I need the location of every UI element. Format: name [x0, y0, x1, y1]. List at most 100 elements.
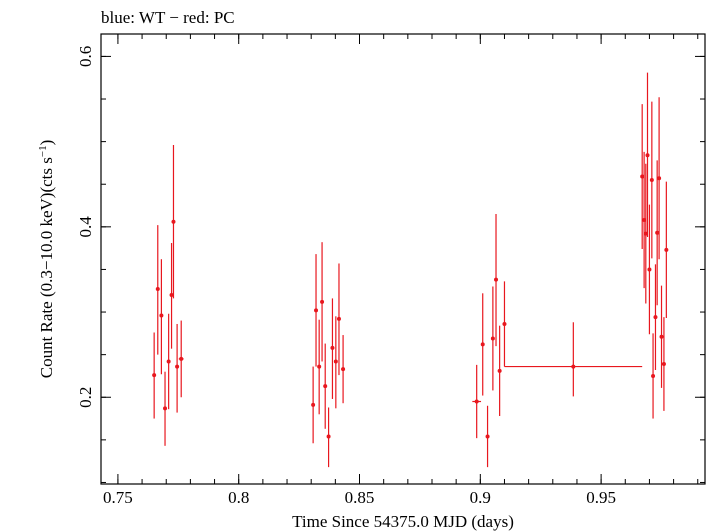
data-point: [664, 181, 669, 319]
data-point: [311, 366, 316, 444]
data-point: [490, 286, 495, 391]
data-marker: [336, 316, 341, 321]
x-tick-label: 0.9: [470, 488, 491, 507]
y-axis-label: Count Rate (0.3−10.0 keV)(cts s−1): [37, 140, 56, 379]
data-marker: [490, 336, 495, 341]
data-point: [657, 97, 662, 260]
data-point: [504, 322, 643, 397]
data-point: [645, 72, 650, 238]
data-marker: [333, 359, 338, 364]
y-axis-label-close: ): [37, 140, 56, 146]
data-point: [341, 335, 346, 404]
data-marker: [330, 345, 335, 350]
data-marker: [163, 406, 168, 411]
y-tick-label: 0.6: [76, 46, 95, 67]
data-marker: [171, 219, 176, 224]
data-point: [640, 104, 645, 249]
data-point: [472, 364, 482, 439]
data-marker: [341, 367, 346, 372]
data-marker: [643, 231, 648, 236]
data-marker: [647, 267, 652, 272]
data-marker: [159, 313, 164, 318]
data-marker: [311, 402, 316, 407]
data-marker: [175, 364, 180, 369]
data-series-pc: [152, 72, 669, 468]
axis-ticks: [101, 34, 705, 484]
data-marker: [649, 177, 654, 182]
data-point: [323, 343, 328, 429]
data-point: [485, 405, 490, 468]
data-marker: [179, 356, 184, 361]
data-marker: [474, 399, 479, 404]
data-point: [494, 214, 499, 347]
data-point: [317, 319, 322, 415]
data-marker: [571, 364, 576, 369]
data-point: [655, 160, 660, 306]
data-point: [330, 298, 335, 399]
data-marker: [655, 230, 660, 235]
x-tick-label: 0.8: [228, 488, 249, 507]
data-point: [480, 293, 485, 396]
data-marker: [317, 364, 322, 369]
data-marker: [169, 293, 174, 298]
data-marker: [502, 321, 507, 326]
y-axis-label-superscript: −1: [37, 145, 49, 157]
y-tick-label: 0.4: [76, 216, 95, 238]
data-marker: [642, 218, 647, 223]
data-marker: [661, 362, 666, 367]
data-marker: [480, 342, 485, 347]
data-marker: [326, 434, 331, 439]
data-point: [166, 313, 171, 410]
data-marker: [664, 247, 669, 252]
chart-title: blue: WT − red: PC: [101, 8, 235, 27]
data-point: [171, 145, 176, 299]
x-tick-label: 0.95: [586, 488, 616, 507]
data-point: [336, 263, 341, 376]
data-point: [169, 243, 174, 349]
data-marker: [323, 384, 328, 389]
data-point: [152, 332, 157, 419]
data-point: [163, 371, 168, 446]
data-point: [647, 204, 652, 335]
data-marker: [152, 373, 157, 378]
data-marker: [497, 368, 502, 373]
data-point: [320, 242, 325, 362]
data-point: [649, 101, 654, 259]
x-tick-labels: 0.75 0.8 0.85 0.9 0.95: [103, 488, 616, 507]
data-marker: [485, 434, 490, 439]
y-axis-label-main: Count Rate (0.3−10.0 keV)(cts s: [37, 157, 56, 378]
data-marker: [640, 174, 645, 179]
x-axis-label: Time Since 54375.0 MJD (days): [292, 512, 514, 531]
data-point: [326, 407, 331, 468]
data-marker: [657, 176, 662, 181]
data-marker: [320, 299, 325, 304]
data-point: [178, 320, 184, 398]
data-marker: [651, 373, 656, 378]
y-tick-labels: 0.2 0.4 0.6: [76, 46, 95, 408]
data-point: [651, 333, 656, 419]
data-marker: [155, 287, 160, 292]
data-point: [643, 163, 648, 304]
data-marker: [314, 308, 319, 313]
data-marker: [645, 153, 650, 158]
data-marker: [166, 359, 171, 364]
plot-frame: [100, 33, 706, 485]
data-point: [642, 151, 647, 289]
data-point: [333, 316, 338, 409]
data-marker: [659, 334, 664, 339]
data-point: [314, 254, 319, 367]
x-tick-label: 0.85: [345, 488, 375, 507]
data-point: [661, 317, 666, 411]
x-tick-label: 0.75: [103, 488, 133, 507]
data-point: [502, 281, 507, 367]
data-point: [159, 259, 164, 375]
y-tick-label: 0.2: [76, 387, 95, 408]
data-point: [175, 323, 180, 413]
data-marker: [494, 277, 499, 282]
data-marker: [653, 315, 658, 320]
data-point: [155, 225, 160, 355]
data-point: [653, 264, 658, 370]
data-point: [497, 325, 502, 417]
data-point: [659, 285, 664, 388]
